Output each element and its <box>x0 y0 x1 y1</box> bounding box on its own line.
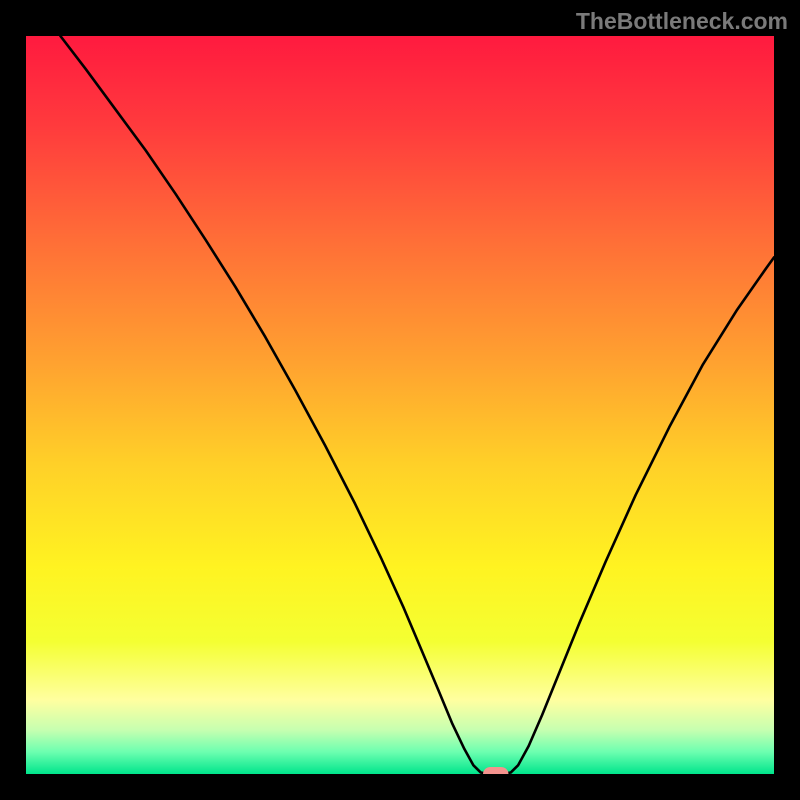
valley-marker <box>483 767 508 774</box>
plot-area <box>26 36 774 774</box>
bottleneck-chart: TheBottleneck.com <box>0 0 800 800</box>
frame-border-bottom <box>0 774 800 800</box>
watermark-text: TheBottleneck.com <box>576 8 788 35</box>
frame-border-left <box>0 0 26 800</box>
bottleneck-curve <box>60 36 774 774</box>
curve-layer <box>26 36 774 774</box>
frame-border-right <box>774 0 800 800</box>
